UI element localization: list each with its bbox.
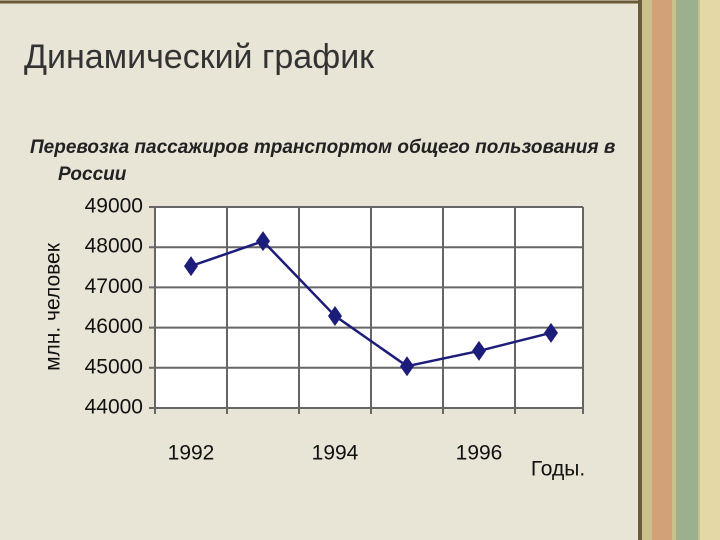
x-axis-label: Годы.	[531, 458, 585, 481]
y-tick-label: 45000	[85, 355, 143, 378]
x-tick-label: 1992	[168, 442, 215, 465]
y-tick-label: 47000	[85, 275, 143, 298]
y-tick-label: 49000	[85, 195, 143, 218]
slide-title: Динамический график	[24, 38, 375, 76]
plot-area	[155, 207, 583, 408]
y-tick-label: 46000	[85, 315, 143, 338]
marker	[256, 231, 270, 252]
y-axis-label: млн. человек	[42, 242, 65, 371]
marker	[544, 322, 558, 343]
y-tick-label: 44000	[85, 396, 143, 419]
marker	[400, 356, 414, 377]
data-line	[190, 239, 552, 368]
marker	[328, 305, 342, 326]
marker	[184, 256, 198, 277]
subtitle: Перевозка пассажиров транспортом общего …	[30, 137, 616, 185]
decorative-stripe	[700, 0, 720, 540]
x-tick-label: 1994	[312, 442, 359, 465]
decorative-stripe	[652, 0, 672, 540]
x-tick-label: 1996	[456, 442, 503, 465]
y-tick-label: 48000	[85, 235, 143, 258]
decorative-stripe	[676, 0, 698, 540]
marker	[472, 340, 486, 361]
